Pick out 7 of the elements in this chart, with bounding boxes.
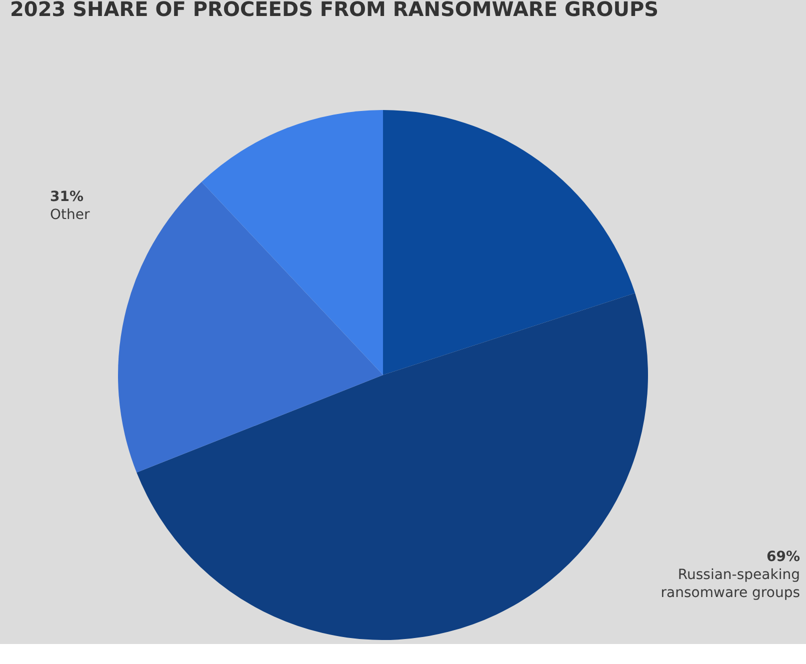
pie-slice [383, 110, 636, 375]
chart-title: 2023 SHARE OF PROCEEDS FROM RANSOMWARE GROUPS [10, 0, 659, 21]
text: 69% Russian-speaking ransomware groups [660, 549, 800, 601]
pie-slice [136, 293, 648, 640]
pie-slice [118, 182, 383, 473]
pie-slice [202, 110, 383, 375]
text: 31% Other [50, 189, 90, 223]
